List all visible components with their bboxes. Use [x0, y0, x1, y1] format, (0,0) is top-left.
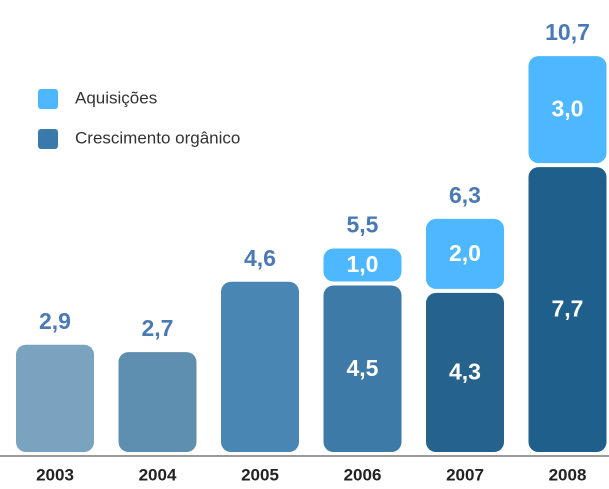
x-tick-label: 2008 [549, 465, 587, 484]
x-tick-label: 2003 [36, 465, 74, 484]
bar-segment [118, 352, 197, 452]
bar-segment [16, 344, 94, 452]
x-tick-label: 2007 [446, 465, 484, 484]
segment-label: 1,0 [347, 251, 379, 277]
total-label: 2,9 [39, 308, 71, 334]
bar-segment [323, 285, 402, 452]
total-label: 5,5 [347, 212, 379, 238]
total-label: 2,7 [142, 315, 174, 341]
segment-label: 4,3 [449, 359, 481, 385]
bar-segment [426, 292, 504, 452]
legend-swatch [38, 89, 58, 109]
x-tick-label: 2006 [344, 465, 382, 484]
legend-label: Aquisições [75, 88, 157, 107]
segment-label: 3,0 [552, 96, 584, 122]
total-label: 4,6 [244, 245, 276, 271]
segment-label: 7,7 [552, 296, 584, 322]
total-label: 6,3 [449, 182, 481, 208]
bar-segment [528, 167, 607, 452]
segment-label: 2,0 [449, 240, 481, 266]
bar-segment [528, 56, 607, 164]
segment-label: 4,5 [347, 355, 379, 381]
bar-segment [426, 218, 504, 289]
total-label: 10,7 [545, 19, 590, 45]
legend-label: Crescimento orgânico [75, 128, 240, 147]
legend-swatch [38, 129, 58, 149]
x-tick-label: 2004 [139, 465, 177, 484]
x-tick-label: 2005 [241, 465, 279, 484]
bar-segment [221, 281, 299, 452]
bar-segment [323, 248, 402, 282]
